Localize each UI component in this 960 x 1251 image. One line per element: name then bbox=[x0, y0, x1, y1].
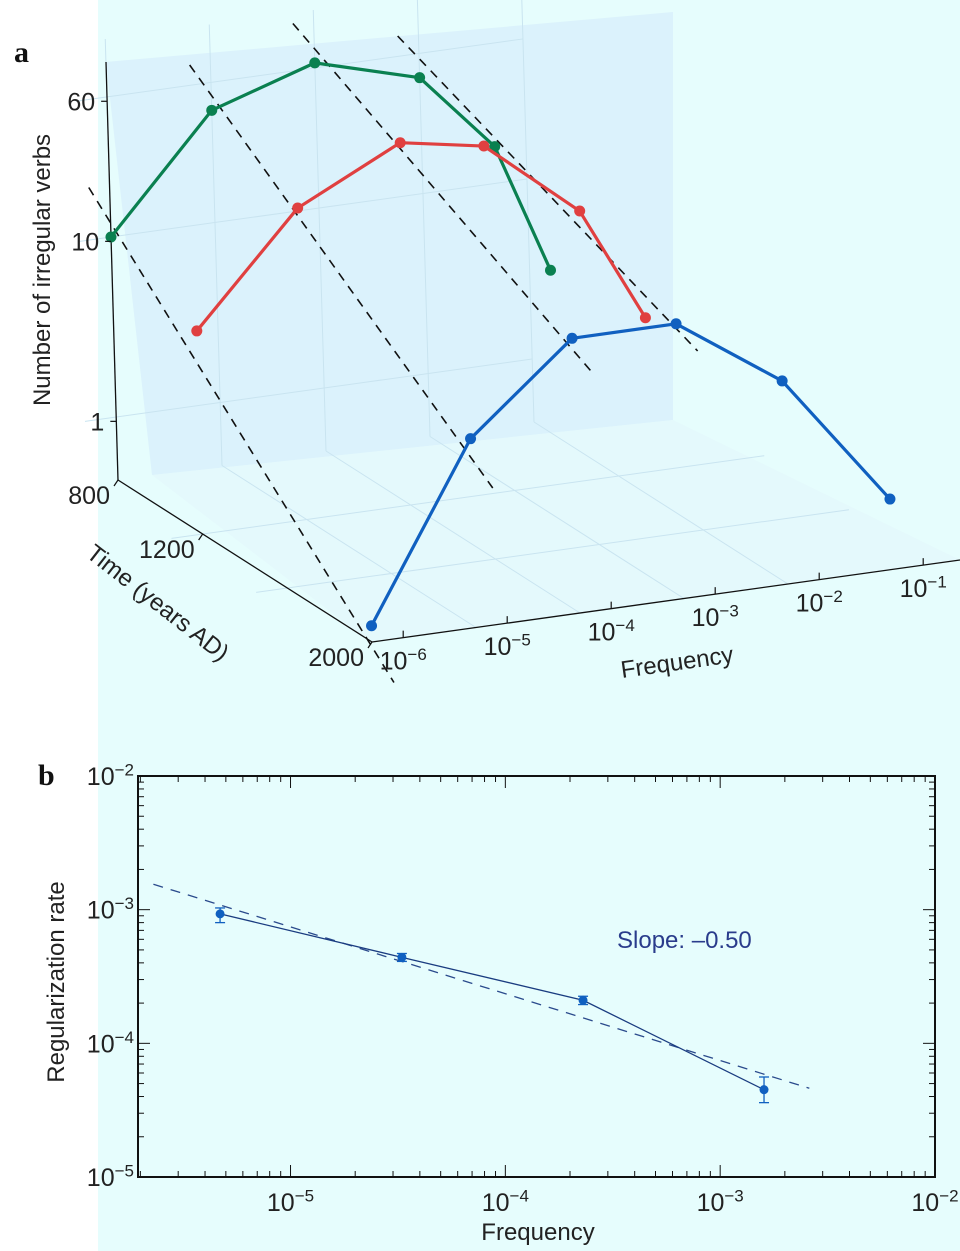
grid-line-floor bbox=[429, 436, 685, 599]
x-tick-label: 10−4 bbox=[482, 1187, 529, 1218]
series-point-2 bbox=[366, 620, 378, 632]
time-tick bbox=[367, 641, 373, 649]
time-tick-label: 1200 bbox=[139, 536, 195, 564]
grid-line-floor-time bbox=[171, 455, 765, 539]
panel-a-series bbox=[105, 57, 896, 632]
data-point bbox=[578, 995, 588, 1005]
frequency-tick-label: 10−6 bbox=[380, 645, 427, 676]
frequency-tick-label: 10−4 bbox=[588, 616, 635, 647]
grid-line-wall-vertical bbox=[208, 24, 223, 466]
series-point-2 bbox=[776, 375, 788, 387]
grid-line-floor bbox=[221, 465, 477, 628]
x-tick-label: 10−5 bbox=[267, 1187, 314, 1218]
time-tick bbox=[113, 479, 119, 487]
series-point-1 bbox=[191, 325, 203, 337]
series-point-1 bbox=[292, 202, 304, 214]
panel-label-b: b bbox=[38, 759, 55, 792]
panel-b-series bbox=[215, 907, 770, 1104]
series-line-0 bbox=[109, 61, 552, 271]
panel-a: 1 10 60 800 1200 2000 10−6 10−5 10−4 10−3 10−2 10−1… bbox=[29, 0, 960, 684]
grid-line-floor bbox=[533, 421, 789, 585]
floor bbox=[152, 420, 960, 642]
grid-line-wall-vertical bbox=[312, 9, 327, 452]
z-tick-label: 10 bbox=[71, 228, 99, 256]
frequency-tick-label: 10−3 bbox=[692, 602, 739, 633]
series-point-2 bbox=[670, 318, 682, 330]
series-point-1 bbox=[478, 140, 490, 152]
panel-b-frame bbox=[137, 775, 936, 1178]
z-axis-label: Number of irregular verbs bbox=[29, 134, 56, 406]
series-point-0 bbox=[105, 231, 117, 243]
frequency-axis-label: Frequency bbox=[619, 641, 735, 684]
data-line bbox=[219, 913, 765, 1091]
data-point bbox=[397, 952, 407, 962]
data-point bbox=[215, 909, 225, 919]
fit-line-dashed bbox=[88, 187, 395, 683]
grid-line-wall-horizontal bbox=[79, 178, 528, 242]
x-tick-label: 10−2 bbox=[911, 1187, 958, 1218]
panel-b-ylabel: Regularization rate bbox=[43, 881, 70, 1082]
series-point-2 bbox=[566, 332, 578, 344]
fit-line-dashed bbox=[397, 35, 699, 352]
frequency-tick-label: 10−5 bbox=[484, 631, 531, 662]
panel-b: 10−5 10−4 10−3 10−2 10−5 10−4 10−3 10−2 Slope: … bbox=[43, 761, 959, 1247]
x-tick-label: 10−3 bbox=[697, 1187, 744, 1218]
y-tick-label: 10−2 bbox=[87, 761, 134, 792]
series-point-0 bbox=[309, 57, 321, 69]
fit-line-dashed bbox=[189, 64, 494, 489]
series-point-0 bbox=[489, 141, 501, 153]
y-tick-label: 10−4 bbox=[87, 1028, 134, 1059]
frequency-axis-line bbox=[371, 559, 960, 643]
y-tick-label: 10−3 bbox=[87, 894, 134, 925]
time-tick-label: 800 bbox=[68, 482, 110, 510]
series-point-2 bbox=[465, 433, 477, 445]
series-point-0 bbox=[206, 104, 218, 116]
fit-line-dashed bbox=[292, 22, 595, 376]
series-line-2 bbox=[370, 322, 892, 627]
z-axis-line bbox=[105, 61, 119, 481]
back-wall bbox=[106, 12, 673, 475]
fit-line-dashed bbox=[153, 883, 810, 1089]
series-point-0 bbox=[544, 264, 556, 276]
time-tick-label: 2000 bbox=[308, 644, 364, 672]
series-point-1 bbox=[574, 205, 586, 217]
data-point bbox=[759, 1085, 769, 1095]
panel-a-ticks: 1 10 60 800 1200 2000 10−6 10−5 10−4 10−3 10−2 10−1 bbox=[67, 88, 946, 675]
grid-line-wall-vertical bbox=[521, 0, 535, 423]
y-tick-label: 10−5 bbox=[87, 1162, 134, 1193]
panel-b-ticks: 10−5 10−4 10−3 10−2 10−5 10−4 10−3 10−2 bbox=[87, 761, 959, 1218]
grid-line-floor-time bbox=[256, 509, 850, 593]
panel-a-fit-lines bbox=[88, 22, 699, 683]
grid-line-wall-horizontal bbox=[84, 358, 533, 422]
series-point-1 bbox=[394, 137, 406, 149]
frequency-tick-label: 10−2 bbox=[796, 587, 843, 618]
time-tick bbox=[198, 533, 204, 541]
annotation-slope: Slope: –0.50 bbox=[617, 927, 752, 954]
panel-label-a: a bbox=[14, 36, 29, 69]
panel-b-xlabel: Frequency bbox=[481, 1219, 594, 1246]
panel-b-fit bbox=[153, 883, 810, 1089]
series-point-1 bbox=[639, 312, 651, 324]
series-line-1 bbox=[195, 141, 647, 332]
frequency-tick-label: 10−1 bbox=[900, 573, 947, 604]
time-axis-line bbox=[117, 479, 373, 643]
z-tick-label: 60 bbox=[67, 88, 95, 116]
series-point-2 bbox=[884, 493, 896, 505]
z-tick-label: 1 bbox=[90, 408, 104, 436]
grid-line-wall-vertical bbox=[416, 0, 431, 437]
series-point-0 bbox=[414, 72, 426, 84]
grid-line-floor bbox=[325, 450, 581, 614]
